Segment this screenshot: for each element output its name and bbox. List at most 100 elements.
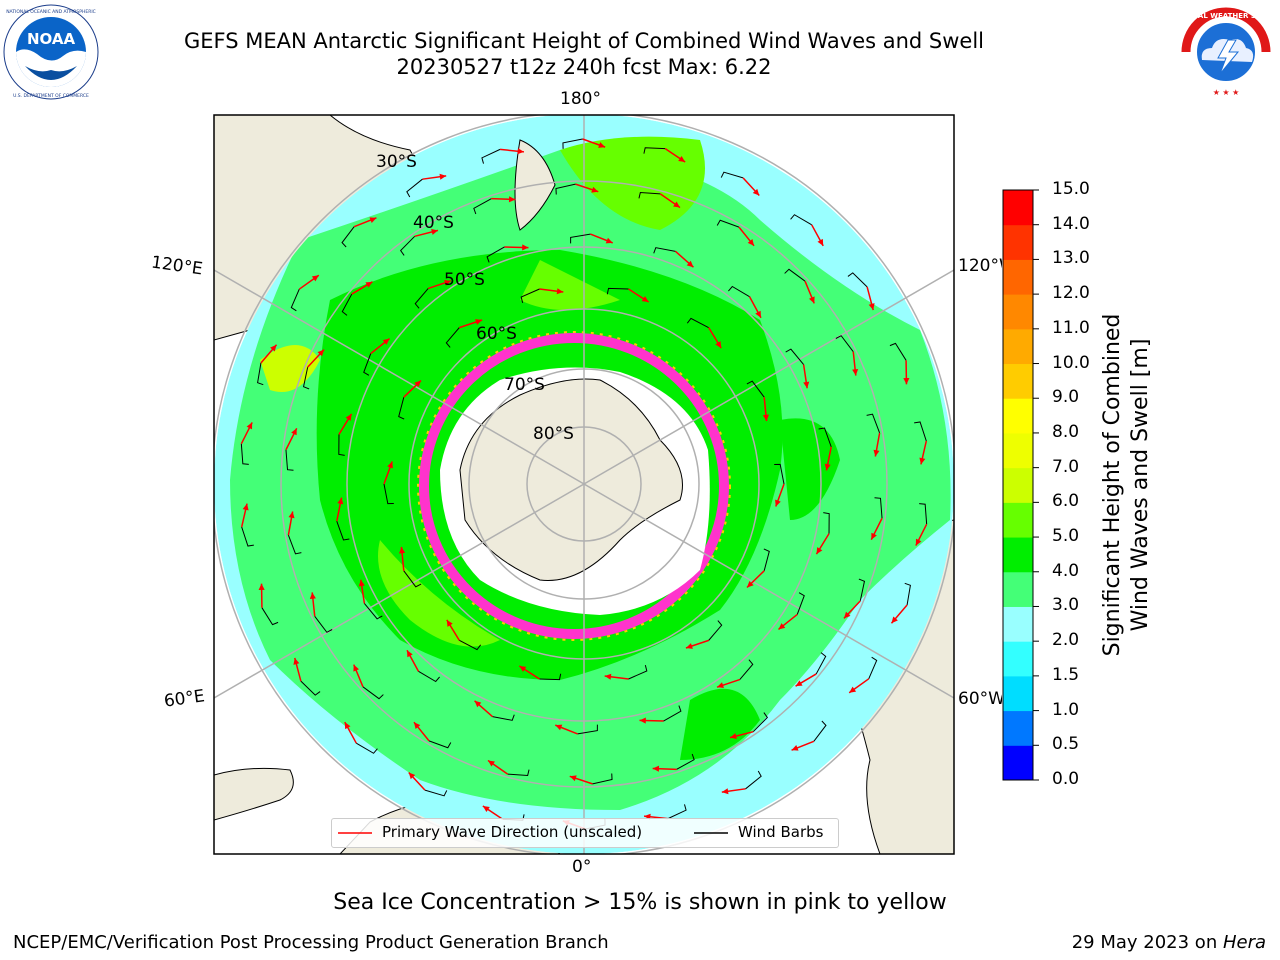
wind-barb	[577, 724, 598, 735]
wind-barb	[785, 348, 805, 365]
wave-arrow-head	[446, 619, 453, 627]
wave-arrow-head	[407, 650, 413, 658]
wind-barb	[858, 578, 866, 601]
wind-barb	[428, 740, 452, 749]
wind-barb	[628, 664, 648, 680]
wave-arrow-head	[431, 229, 438, 235]
wind-barb	[790, 214, 812, 226]
wind-barb	[763, 548, 770, 571]
wave-arrow-head	[291, 428, 297, 436]
svg-text:★ ★ ★: ★ ★ ★	[1213, 88, 1240, 97]
wind-barb	[815, 652, 827, 675]
colorbar-tick-label: 1.0	[1052, 699, 1080, 720]
wind-barb	[847, 272, 868, 288]
wind-barb	[904, 582, 911, 606]
colorbar-band	[1003, 641, 1033, 677]
wave-arrow-head	[730, 733, 737, 739]
wind-barb	[818, 427, 832, 448]
colorbar-tick-label: 14.0	[1052, 213, 1090, 234]
wind-barb	[414, 288, 429, 309]
wind-barb	[708, 620, 723, 641]
wave-arrow-head	[288, 511, 295, 519]
wave-arrow-head	[678, 155, 686, 162]
wind-barb	[459, 639, 482, 651]
wind-barb	[823, 512, 830, 534]
wave-arrow-head	[746, 580, 754, 588]
colorbar-band	[1003, 571, 1033, 607]
wind-barb	[667, 804, 687, 820]
wave-arrow-head	[868, 303, 875, 311]
lat-label-50s: 50°S	[444, 270, 485, 290]
wind-barb	[919, 503, 928, 525]
lat-label-70s: 70°S	[504, 375, 545, 395]
colorbar-tick-label: 11.0	[1052, 317, 1090, 338]
colorbar-tick-label: 12.0	[1052, 283, 1090, 304]
svg-text:NOAA: NOAA	[27, 30, 76, 48]
wave-arrow-head	[871, 532, 877, 540]
wave-arrow-head	[293, 657, 300, 665]
wave-arrow-head	[809, 296, 815, 304]
wind-barb	[287, 534, 302, 555]
colorbar-band	[1003, 224, 1033, 260]
wind-barb	[643, 147, 666, 154]
colorbar-tick-label: 7.0	[1052, 456, 1080, 477]
colorbar-tick-label: 2.0	[1052, 630, 1080, 651]
lat-label-60s: 60°S	[476, 324, 517, 344]
wave-arrow-head	[569, 775, 577, 782]
wave-arrow-head	[721, 788, 729, 795]
wave-arrow-head	[414, 380, 422, 388]
wind-barb	[716, 219, 740, 228]
colorbar-band	[1003, 675, 1033, 712]
wave-arrow-head	[555, 724, 563, 731]
colorbar-tick-label: 3.0	[1052, 595, 1080, 616]
colorbar-band	[1003, 745, 1033, 781]
colorbar-tick-label: 4.0	[1052, 560, 1080, 581]
colorbar-tick-label: 8.0	[1052, 421, 1080, 442]
noaa-logo: NOAA NATIONAL OCEANIC AND ATMOSPHERIC U.…	[3, 4, 99, 100]
wind-barb	[403, 570, 422, 588]
wind-barb	[338, 434, 345, 456]
colorbar-frame	[1002, 189, 1034, 781]
wave-arrow-head	[242, 503, 249, 511]
wave-arrow-head	[482, 806, 490, 813]
svg-text:NATIONAL WEATHER SERVICE: NATIONAL WEATHER SERVICE	[1178, 12, 1274, 20]
sea-ice-note: Sea Ice Concentration > 15% is shown in …	[333, 890, 947, 915]
wind-barb	[261, 607, 279, 626]
wave-arrow-head	[775, 499, 781, 507]
wave-arrow-head	[778, 623, 786, 630]
lat-label-80s: 80°S	[533, 424, 574, 444]
wind-barb	[813, 720, 827, 742]
wave-arrow-head	[522, 244, 529, 251]
colorbar-band	[1003, 190, 1033, 226]
wind-barb	[686, 317, 709, 329]
colorbar	[1002, 189, 1039, 781]
wind-barb	[676, 753, 695, 770]
wind-barb	[914, 421, 927, 442]
chart-title: GEFS MEAN Antarctic Significant Height o…	[183, 29, 985, 53]
wind-barb	[539, 673, 562, 681]
colorbar-band	[1003, 502, 1033, 538]
wind-barb	[555, 183, 576, 195]
wind-barb	[241, 526, 254, 547]
lat-label-40s: 40°S	[413, 213, 454, 233]
colorbar-tick-label: 5.0	[1052, 526, 1080, 547]
wind-barb	[796, 592, 805, 615]
colorbar-tick-label: 0.0	[1052, 769, 1080, 789]
colorbar-band	[1003, 710, 1033, 746]
colorbar-band	[1003, 259, 1033, 295]
legend-primary-wave: Primary Wave Direction (unscaled)	[382, 823, 643, 841]
wave-arrow-head	[387, 461, 393, 469]
wave-arrow-head	[715, 341, 722, 349]
wave-arrow-head	[755, 310, 761, 318]
colorbar-tick-label: 15.0	[1052, 179, 1090, 199]
colorbar-band	[1003, 537, 1033, 573]
lon-label-0: 0°	[572, 857, 592, 877]
wave-arrow-head	[444, 279, 451, 286]
colorbar-tick-label: 9.0	[1052, 387, 1080, 408]
wave-arrow-head	[413, 722, 421, 730]
wave-arrow-head	[803, 381, 810, 389]
wind-barb	[257, 362, 264, 386]
wave-arrow-head	[337, 497, 344, 505]
nws-logo: NATIONAL WEATHER SERVICE ★ ★ ★	[1168, 4, 1280, 100]
map-frame	[213, 114, 955, 855]
